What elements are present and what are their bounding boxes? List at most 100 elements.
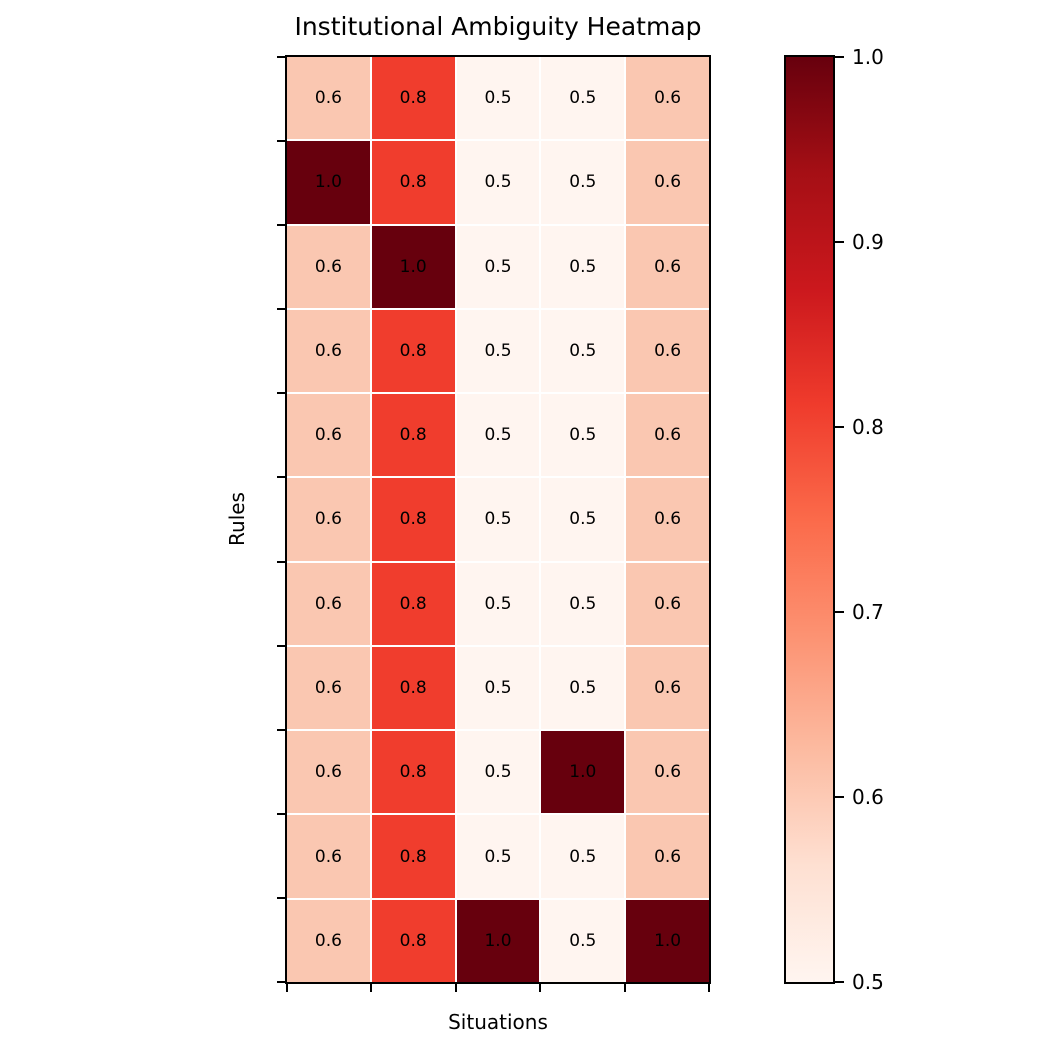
heatmap-cell: 0.6 [287,899,370,982]
heatmap-cell: 0.8 [371,141,455,224]
heatmap-cell-value: 0.6 [654,846,682,867]
heatmap-cell-value: 0.8 [399,846,427,867]
heatmap-cell-value: 0.6 [314,762,342,783]
heatmap-cell-value: 0.6 [314,846,342,867]
x-axis-tick [370,984,372,992]
heatmap-grid: 0.6 0.8 0.5 0.5 0.6 1.0 0.8 0.5 0.5 0.6 0.6 1.0 0.5 0… [287,57,709,982]
heatmap-cell: 0.6 [626,731,709,814]
heatmap-cell: 0.8 [371,309,455,393]
heatmap-cell: 1.0 [626,899,709,982]
heatmap-cell-value: 0.5 [569,930,597,951]
y-axis-tick [277,224,285,226]
heatmap-cell: 0.5 [541,57,625,140]
heatmap-cell-value: 0.8 [399,593,427,614]
heatmap-cell-value: 0.5 [484,425,512,446]
x-axis-tick [539,984,541,992]
chart-title: Institutional Ambiguity Heatmap [294,12,702,41]
heatmap-cell-value: 0.6 [654,172,682,193]
heatmap-cell-value: 0.5 [569,509,597,530]
heatmap-cell-value: 0.5 [484,678,512,699]
heatmap-cell: 0.5 [541,646,625,730]
y-axis-tick [277,561,285,563]
heatmap-cell: 0.5 [541,225,625,308]
heatmap-cell-value: 0.5 [569,678,597,699]
colorbar-tick [835,56,844,58]
heatmap-cell: 0.5 [456,815,540,898]
colorbar-tick-label: 0.5 [852,970,884,994]
heatmap-cell-value: 1.0 [314,172,342,193]
heatmap-cell-value: 0.8 [399,930,427,951]
heatmap-cell: 0.5 [456,309,540,393]
heatmap-cell-value: 0.5 [569,846,597,867]
heatmap-cell-value: 0.6 [314,678,342,699]
heatmap-cell: 0.6 [287,815,370,898]
heatmap-cell: 0.8 [371,394,455,477]
heatmap-cell-value: 0.8 [399,425,427,446]
heatmap-cell: 0.8 [371,478,455,561]
heatmap-cell: 0.8 [371,646,455,730]
heatmap-cell: 0.5 [456,478,540,561]
heatmap-cell: 1.0 [287,141,370,224]
y-axis-tick [277,645,285,647]
heatmap-cell: 0.8 [371,57,455,140]
heatmap-cell-value: 0.6 [314,593,342,614]
heatmap-cell-value: 1.0 [654,930,682,951]
heatmap-cell: 0.5 [456,394,540,477]
heatmap-cell: 0.6 [626,309,709,393]
heatmap-cell: 0.8 [371,731,455,814]
y-axis-tick [277,729,285,731]
heatmap-cell-value: 0.6 [654,425,682,446]
heatmap-cell: 0.5 [541,899,625,982]
x-axis-label: Situations [448,1010,548,1034]
colorbar-tick-label: 0.6 [852,785,884,809]
colorbar-gradient [786,57,833,982]
heatmap-cell: 0.6 [626,57,709,140]
x-axis-tick [624,984,626,992]
heatmap-cell: 0.6 [287,478,370,561]
heatmap-cell-value: 0.6 [654,678,682,699]
heatmap-cell: 1.0 [371,225,455,308]
y-axis-tick [277,140,285,142]
colorbar-tick-label: 0.7 [852,600,884,624]
x-axis-tick [286,984,288,992]
colorbar-tick [835,981,844,983]
heatmap-cell-value: 0.6 [654,762,682,783]
heatmap-cell: 0.6 [626,815,709,898]
heatmap-cell-value: 1.0 [484,930,512,951]
heatmap-cell-value: 0.5 [484,762,512,783]
heatmap-cell: 0.5 [456,646,540,730]
colorbar-tick [835,241,844,243]
heatmap-cell: 0.5 [456,562,540,645]
heatmap-cell-value: 0.5 [484,846,512,867]
heatmap-cell: 0.6 [626,478,709,561]
heatmap-cell-value: 0.5 [569,593,597,614]
heatmap-cell: 0.6 [287,225,370,308]
heatmap-cell: 0.6 [626,141,709,224]
heatmap-cell-value: 0.6 [314,509,342,530]
y-axis-tick [277,308,285,310]
heatmap-cell: 0.5 [456,225,540,308]
heatmap-cell: 0.5 [541,309,625,393]
colorbar-tick [835,796,844,798]
heatmap-cell: 0.6 [626,646,709,730]
heatmap-cell: 0.5 [456,731,540,814]
y-axis-tick [277,56,285,58]
heatmap-cell-value: 0.6 [654,340,682,361]
heatmap-cell-value: 0.6 [314,88,342,109]
heatmap-cell-value: 0.5 [484,593,512,614]
heatmap-cell: 0.6 [287,394,370,477]
y-axis-label: Rules [225,492,249,546]
heatmap-cell: 1.0 [456,899,540,982]
heatmap-cell-value: 0.8 [399,88,427,109]
heatmap-cell-value: 0.5 [569,340,597,361]
heatmap-cell-value: 0.6 [654,509,682,530]
y-axis-tick [277,897,285,899]
heatmap-cell-value: 0.5 [484,172,512,193]
heatmap-cell-value: 0.5 [484,509,512,530]
heatmap-cell-value: 0.6 [314,425,342,446]
heatmap-cell-value: 0.5 [484,340,512,361]
heatmap-cell: 0.5 [541,478,625,561]
heatmap-cell-value: 0.8 [399,509,427,530]
colorbar-tick-label: 0.8 [852,415,884,439]
heatmap-cell: 0.5 [541,562,625,645]
